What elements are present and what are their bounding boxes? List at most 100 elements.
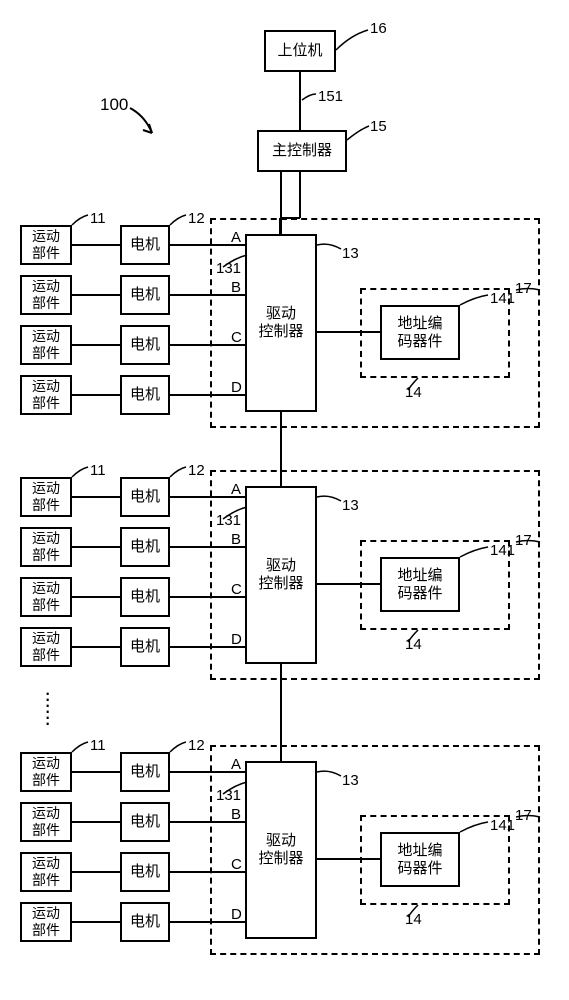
- g2-motion-2-label: 运动 部件: [32, 530, 60, 564]
- g2-motor-3: 电机: [120, 577, 170, 617]
- group1-ref-131: 131: [216, 260, 241, 277]
- group2-ref-17: 17: [515, 532, 532, 549]
- g1-motor-4-label: 电机: [130, 386, 160, 404]
- g1-port-D: D: [231, 379, 242, 396]
- group2-ref-131: 131: [216, 512, 241, 529]
- group2-ref-13: 13: [342, 497, 359, 514]
- g1-motor-1-label: 电机: [130, 236, 160, 254]
- group2-drive-ctrl: 驱动 控制器: [245, 486, 317, 664]
- ellipsis-dots: ······: [44, 690, 51, 726]
- g2-port-D: D: [231, 631, 242, 648]
- group1-ref-17: 17: [515, 280, 532, 297]
- group2-addr-enc-label: 地址编 码器件: [397, 567, 442, 603]
- g3-motion-2-label: 运动 部件: [32, 805, 60, 839]
- g1-motion-3: 运动 部件: [20, 325, 72, 365]
- g1-motion-2: 运动 部件: [20, 275, 72, 315]
- g1-motor-2-label: 电机: [130, 286, 160, 304]
- g1-motion-1: 运动 部件: [20, 225, 72, 265]
- g2-motion-4: 运动 部件: [20, 627, 72, 667]
- g2-motor-3-label: 电机: [130, 588, 160, 606]
- g2-motion-4-label: 运动 部件: [32, 630, 60, 664]
- g1-ref-11: 11: [90, 210, 106, 227]
- group2-drive-ctrl-label: 驱动 控制器: [258, 557, 303, 593]
- group1-ref-141: 141: [490, 290, 515, 307]
- g3-motor-3-label: 电机: [130, 863, 160, 881]
- ref-151: 151: [318, 88, 343, 105]
- g2-port-B: B: [231, 531, 241, 548]
- g2-motor-4: 电机: [120, 627, 170, 667]
- g1-port-C: C: [231, 329, 242, 346]
- g1-motion-2-label: 运动 部件: [32, 278, 60, 312]
- g1-motion-4-label: 运动 部件: [32, 378, 60, 412]
- g2-motor-1-label: 电机: [130, 488, 160, 506]
- group2-ref-14: 14: [405, 636, 422, 653]
- group1-drive-ctrl: 驱动 控制器: [245, 234, 317, 412]
- g1-port-A: A: [231, 229, 241, 246]
- ref-15: 15: [370, 118, 387, 135]
- group3-ref-14: 14: [405, 911, 422, 928]
- group3-ref-17: 17: [515, 807, 532, 824]
- g3-ref-11: 11: [90, 737, 106, 754]
- g2-port-C: C: [231, 581, 242, 598]
- ref-16: 16: [370, 20, 387, 37]
- g1-motor-4: 电机: [120, 375, 170, 415]
- g3-motor-1-label: 电机: [130, 763, 160, 781]
- g2-ref-12: 12: [188, 462, 205, 479]
- host-pc-label: 上位机: [277, 42, 322, 60]
- group1-drive-ctrl-label: 驱动 控制器: [258, 305, 303, 341]
- g3-motion-2: 运动 部件: [20, 802, 72, 842]
- g3-motion-1: 运动 部件: [20, 752, 72, 792]
- g1-port-B: B: [231, 279, 241, 296]
- g3-motor-2: 电机: [120, 802, 170, 842]
- g1-motion-4: 运动 部件: [20, 375, 72, 415]
- g2-motion-1-label: 运动 部件: [32, 480, 60, 514]
- g3-port-A: A: [231, 756, 241, 773]
- g2-motion-1: 运动 部件: [20, 477, 72, 517]
- group1-ref-14: 14: [405, 384, 422, 401]
- g2-motion-3: 运动 部件: [20, 577, 72, 617]
- g3-motion-1-label: 运动 部件: [32, 755, 60, 789]
- g3-port-C: C: [231, 856, 242, 873]
- g3-motion-3: 运动 部件: [20, 852, 72, 892]
- group2-addr-enc: 地址编 码器件: [380, 557, 460, 612]
- g2-motor-2-label: 电机: [130, 538, 160, 556]
- g3-motor-2-label: 电机: [130, 813, 160, 831]
- group3-addr-enc: 地址编 码器件: [380, 832, 460, 887]
- host-pc-box: 上位机: [264, 30, 336, 72]
- group3-addr-enc-label: 地址编 码器件: [397, 842, 442, 878]
- group2-ref-141: 141: [490, 542, 515, 559]
- group3-drive-ctrl-label: 驱动 控制器: [258, 832, 303, 868]
- group3-ref-141: 141: [490, 817, 515, 834]
- main-controller-box: 主控制器: [257, 130, 347, 172]
- g3-port-D: D: [231, 906, 242, 923]
- g3-motor-4-label: 电机: [130, 913, 160, 931]
- g3-motor-1: 电机: [120, 752, 170, 792]
- g2-motor-4-label: 电机: [130, 638, 160, 656]
- g2-motion-3-label: 运动 部件: [32, 580, 60, 614]
- g1-ref-12: 12: [188, 210, 205, 227]
- g3-motor-3: 电机: [120, 852, 170, 892]
- g2-port-A: A: [231, 481, 241, 498]
- ref-100: 100: [100, 95, 128, 115]
- g2-ref-11: 11: [90, 462, 106, 479]
- group1-addr-enc: 地址编 码器件: [380, 305, 460, 360]
- g3-motion-4-label: 运动 部件: [32, 905, 60, 939]
- main-controller-label: 主控制器: [272, 142, 332, 160]
- g1-motor-1: 电机: [120, 225, 170, 265]
- group1-addr-enc-label: 地址编 码器件: [397, 315, 442, 351]
- g2-motor-1: 电机: [120, 477, 170, 517]
- group3-ref-131: 131: [216, 787, 241, 804]
- g1-motor-2: 电机: [120, 275, 170, 315]
- g1-motor-3: 电机: [120, 325, 170, 365]
- group1-ref-13: 13: [342, 245, 359, 262]
- g2-motor-2: 电机: [120, 527, 170, 567]
- g3-motion-4: 运动 部件: [20, 902, 72, 942]
- group3-drive-ctrl: 驱动 控制器: [245, 761, 317, 939]
- g1-motion-3-label: 运动 部件: [32, 328, 60, 362]
- group3-ref-13: 13: [342, 772, 359, 789]
- g3-ref-12: 12: [188, 737, 205, 754]
- g1-motion-1-label: 运动 部件: [32, 228, 60, 262]
- g3-motion-3-label: 运动 部件: [32, 855, 60, 889]
- g2-motion-2: 运动 部件: [20, 527, 72, 567]
- g3-port-B: B: [231, 806, 241, 823]
